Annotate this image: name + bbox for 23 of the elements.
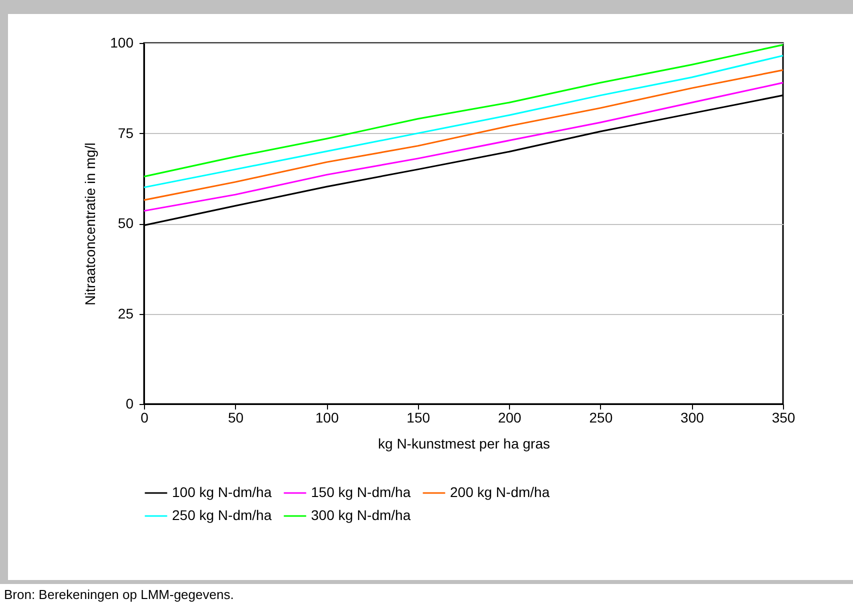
x-tick-label: 300	[680, 410, 704, 426]
x-tick-label: 100	[315, 410, 339, 426]
y-tick-label: 100	[110, 34, 134, 50]
legend-label: 200 kg N-dm/ha	[450, 484, 550, 500]
x-tick-label: 150	[406, 410, 430, 426]
x-tick-label: 200	[498, 410, 522, 426]
legend-label: 150 kg N-dm/ha	[311, 484, 411, 500]
x-tick-label: 350	[772, 410, 796, 426]
line-series	[143, 69, 784, 201]
legend-label: 100 kg N-dm/ha	[172, 484, 272, 500]
text: Bron: Berekeningen op LMM-gegevens.	[0, 584, 853, 608]
x-tick-label: 50	[228, 410, 244, 426]
y-tick-label: 50	[118, 215, 134, 231]
x-tick-label: 250	[589, 410, 613, 426]
y-tick-label: 75	[118, 124, 134, 141]
y-tick-label: 25	[118, 305, 134, 322]
y-axis-title: Nitraatconcentratie in mg/l	[82, 142, 98, 306]
y-tick-label: 0	[126, 396, 134, 412]
x-tick-label: 0	[140, 410, 149, 426]
legend-label: 300 kg N-dm/ha	[311, 507, 411, 523]
x-axis-title: kg N-kunstmest per ha gras	[378, 436, 550, 452]
legend-label: 250 kg N-dm/ha	[172, 507, 272, 523]
line-series	[143, 82, 784, 212]
